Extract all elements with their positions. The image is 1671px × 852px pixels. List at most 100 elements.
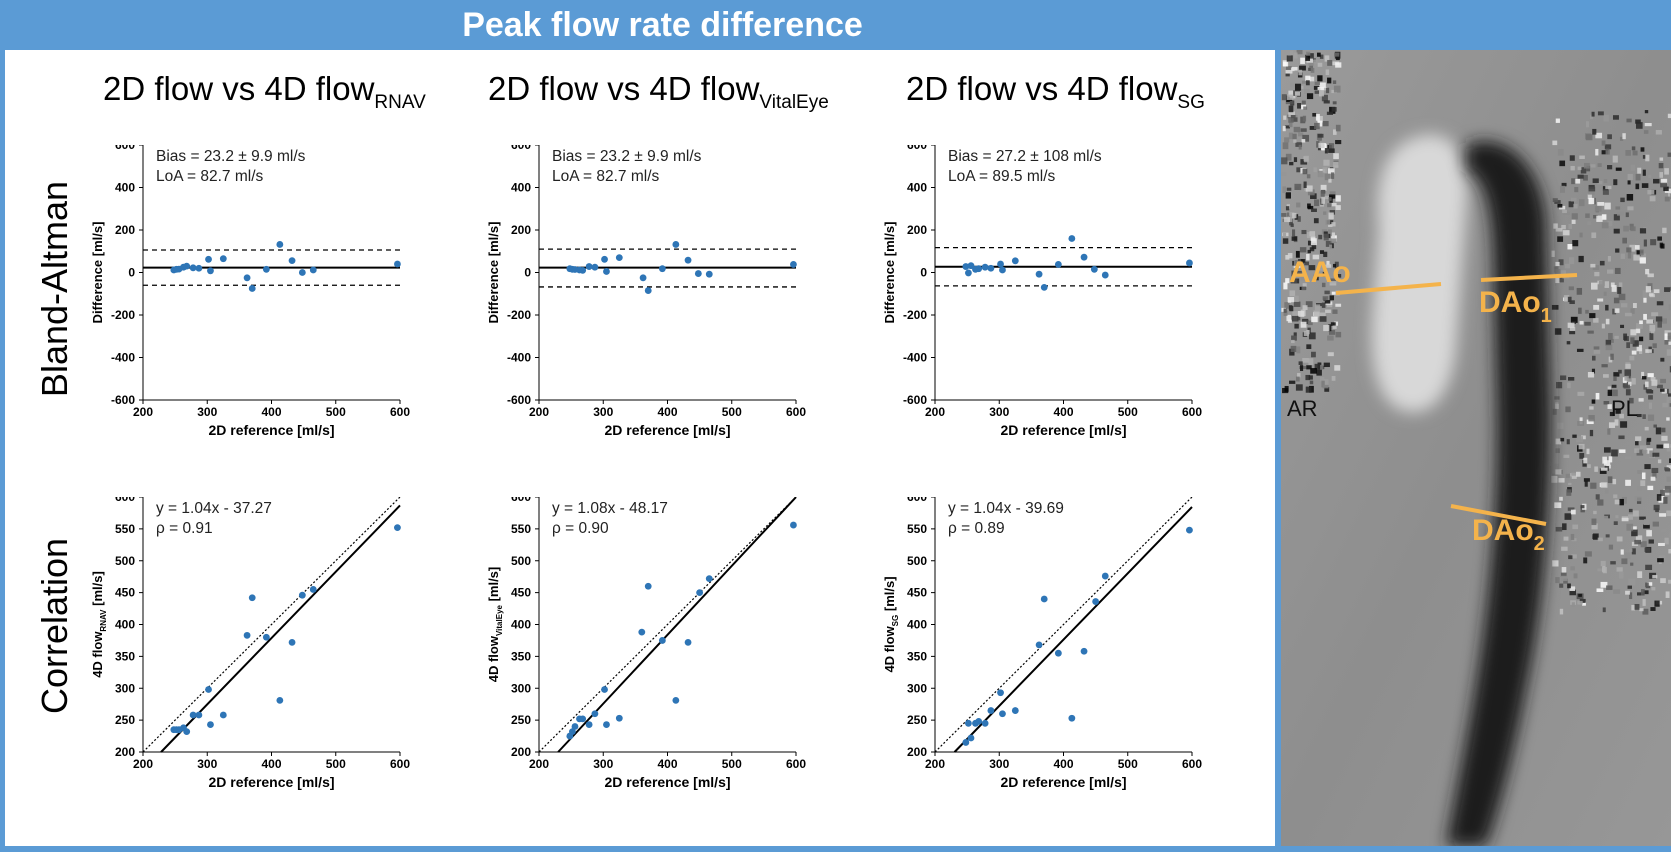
data-point [189, 264, 197, 272]
data-point [603, 268, 610, 275]
y-tick-label: -200 [507, 308, 531, 322]
y-tick-label: 250 [907, 713, 927, 727]
y-tick-label: 600 [907, 145, 927, 152]
x-axis-label: 2D reference [ml/s] [1000, 774, 1126, 790]
x-axis-label: 2D reference [ml/s] [1000, 422, 1126, 438]
chart-corr-vitaleye: 200 300 400 500 600 200 250 300 350 400 450 500 550 6… [486, 497, 806, 790]
chart-annotation: y = 1.04x - 37.27 [156, 500, 272, 517]
data-point [569, 728, 576, 735]
y-tick-label: -200 [111, 308, 135, 322]
x-tick-label: 200 [133, 757, 153, 771]
x-tick-label: 400 [657, 405, 677, 419]
data-point [696, 589, 704, 597]
y-tick-label: 0 [128, 266, 135, 280]
y-tick-label: 250 [511, 713, 531, 727]
plot-area: 200 300 400 500 600 200 250 300 350 400 450 500 550 6… [90, 497, 410, 790]
x-tick-label: 500 [722, 757, 742, 771]
x-tick-label: 200 [925, 757, 945, 771]
aao-label: AAo [1289, 256, 1351, 289]
x-tick-label: 400 [1053, 405, 1073, 419]
data-point [1040, 595, 1048, 603]
data-point [658, 637, 666, 644]
x-tick-label: 500 [722, 405, 742, 419]
y-tick-label: 200 [907, 223, 927, 237]
dao1-plane-line [1480, 273, 1578, 282]
data-point [248, 285, 256, 292]
row-label-correlation: Correlation [34, 537, 75, 715]
data-point [981, 263, 989, 271]
y-tick-label: 300 [115, 681, 135, 695]
x-tick-label: 300 [989, 757, 1009, 771]
data-point [579, 715, 587, 723]
regression-line [557, 497, 797, 753]
data-point [309, 586, 317, 593]
chart-annotation: ρ = 0.90 [552, 520, 609, 537]
title-banner: Peak flow rate difference [0, 0, 1671, 50]
x-axis-label: 2D reference [ml/s] [604, 422, 730, 438]
x-tick-label: 300 [197, 757, 217, 771]
y-tick-label: 550 [907, 522, 927, 536]
chart-corr-sg: 200 300 400 500 600 200 250 300 350 400 450 500 550 6… [882, 497, 1202, 790]
x-tick-label: 500 [1118, 757, 1138, 771]
y-tick-label: 350 [907, 649, 927, 663]
data-point [394, 260, 401, 268]
plot-area: 200 300 400 500 600 -600 -400 -200 0 200 400 600 2D … [882, 145, 1202, 438]
y-tick-label: 200 [511, 745, 531, 759]
identity-line [142, 497, 401, 753]
data-point [298, 591, 306, 599]
data-point [243, 631, 251, 639]
data-point [207, 267, 214, 275]
identity-line [538, 497, 797, 753]
data-point [981, 719, 989, 727]
data-point [394, 524, 401, 531]
x-tick-label: 500 [1118, 405, 1138, 419]
y-axis-label: Difference [ml/s] [882, 222, 897, 324]
y-tick-label: 600 [115, 497, 135, 504]
plot-area: 200 300 400 500 600 200 250 300 350 400 450 500 550 6… [882, 497, 1202, 790]
chart-ba-sg: 200 300 400 500 600 -600 -400 -200 0 200 400 600 2D … [882, 145, 1202, 438]
data-point [288, 638, 296, 646]
y-tick-label: 300 [907, 681, 927, 695]
x-tick-label: 600 [786, 405, 806, 419]
x-axis-label: 2D reference [ml/s] [208, 422, 334, 438]
data-point [1054, 649, 1062, 657]
y-tick-label: 200 [115, 745, 135, 759]
data-point [1035, 270, 1043, 278]
data-point [591, 263, 599, 271]
data-point [603, 721, 610, 728]
data-point [639, 274, 647, 282]
chart-annotation: LoA = 89.5 ml/s [948, 168, 1056, 185]
row-label-bland-altman: Bland-Altman [34, 180, 75, 398]
data-point [638, 628, 646, 636]
y-tick-label: 450 [511, 586, 531, 600]
y-tick-label: 600 [511, 145, 531, 152]
chart-annotation: LoA = 82.7 ml/s [156, 168, 264, 185]
y-tick-label: -400 [903, 351, 927, 365]
x-tick-label: 500 [326, 757, 346, 771]
x-tick-label: 400 [261, 757, 281, 771]
data-point [672, 696, 680, 704]
data-point [298, 269, 306, 276]
chart-ba-vitaleye: 200 300 400 500 600 -600 -400 -200 0 200 400 600 2D … [486, 145, 806, 438]
data-point [219, 711, 227, 719]
data-point [195, 264, 203, 272]
y-tick-label: 200 [511, 223, 531, 237]
y-tick-label: 0 [920, 266, 927, 280]
data-point [1068, 714, 1076, 722]
x-tick-label: 200 [133, 405, 153, 419]
y-tick-label: 0 [524, 266, 531, 280]
y-tick-label: 350 [115, 649, 135, 663]
y-tick-label: -600 [507, 393, 531, 407]
data-point [1035, 641, 1043, 649]
data-point [1054, 261, 1062, 268]
dao1-label: DAo1 [1479, 286, 1552, 327]
column-title-rnav: 2D flow vs 4D flowRNAV [103, 70, 426, 113]
data-point [579, 266, 587, 274]
data-point [601, 255, 608, 263]
data-point [1090, 265, 1098, 273]
x-axis-label: 2D reference [ml/s] [604, 774, 730, 790]
data-point [684, 638, 692, 646]
chart-annotation: ρ = 0.89 [948, 520, 1005, 537]
y-tick-label: 250 [115, 713, 135, 727]
data-point [999, 266, 1006, 274]
